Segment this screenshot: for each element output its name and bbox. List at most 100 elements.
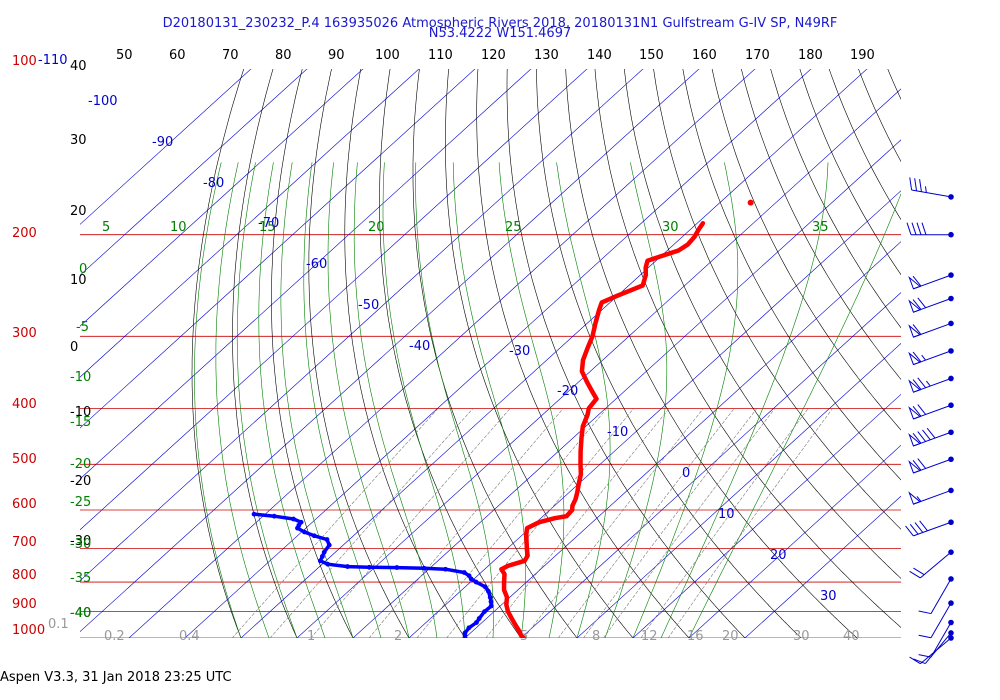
dry-adiabat-line — [344, 69, 466, 638]
wind-barb-full — [917, 404, 927, 415]
wind-barb-pennant — [908, 460, 921, 474]
wind-barb-pennant — [908, 275, 921, 290]
dry-adiabat-line — [308, 69, 410, 638]
wind-barb — [908, 456, 954, 474]
moist-adiabat-line — [452, 162, 526, 638]
dry-adiabat-line — [624, 69, 901, 579]
wind-barb-full — [909, 177, 913, 191]
isotherm-tick-label: -110 — [38, 53, 68, 68]
dry-adiabat-line — [799, 69, 901, 276]
wind-barb — [909, 635, 954, 665]
mixing-ratio-tick-label: 20 — [722, 629, 739, 644]
dewpoint-point — [466, 573, 472, 579]
moist-adiabat-tick-label: 25 — [505, 220, 522, 235]
dry-adiabat-tick-label: 60 — [169, 48, 186, 63]
dewpoint-point — [474, 620, 479, 625]
moist-adiabat-tick-label: 15 — [259, 220, 276, 235]
dewpoint-point — [476, 616, 482, 621]
moist-adiabat-line — [353, 162, 438, 638]
isotherm-line — [80, 69, 700, 633]
dry-adiabat-line — [445, 69, 634, 638]
wind-barb-full — [909, 523, 919, 535]
wind-barb-pennant — [908, 491, 921, 505]
mixing-ratio-line — [557, 408, 735, 638]
dry-adiabat-line — [682, 69, 901, 481]
isotherm-tick-label: -20 — [557, 384, 578, 399]
wind-barb — [908, 487, 954, 505]
wind-barb-full — [922, 429, 931, 441]
moist-adiabat-line — [327, 162, 410, 638]
wind-barb-full — [912, 379, 922, 390]
wind-barb-station — [948, 635, 954, 641]
wind-barb-full — [912, 275, 922, 287]
left-axis-tick-label: -20 — [70, 474, 91, 489]
wind-barb-staff — [913, 521, 952, 537]
dewpoint-point — [251, 511, 257, 517]
wind-barb-full — [909, 570, 921, 579]
mixing-ratio-tick-label: 1 — [307, 629, 315, 644]
moist-adiabat-line — [382, 162, 466, 638]
isotherm-line — [744, 495, 901, 638]
wind-barb-pennant — [908, 299, 921, 313]
wind-barb-pennant — [908, 324, 921, 338]
moist-adiabat-tick-label: -5 — [76, 320, 89, 335]
moist-adiabat-tick-label: -30 — [70, 537, 91, 552]
dewpoint-point — [345, 564, 350, 569]
dewpoint-point — [461, 570, 467, 575]
dewpoint-point — [311, 533, 317, 539]
dewpoint-point — [324, 537, 330, 542]
mixing-ratio-line — [485, 408, 670, 638]
pressure-tick-label: 300 — [12, 326, 37, 341]
mixing-ratio-line — [583, 408, 758, 638]
wind-barb — [908, 427, 954, 447]
wind-barb-full — [917, 458, 927, 469]
moist-adiabat-line — [303, 162, 382, 638]
dewpoint-point — [298, 519, 304, 525]
mixing-ratio-line — [416, 408, 608, 638]
wind-barb-station — [948, 429, 954, 436]
wind-barb-station — [948, 549, 954, 555]
wind-barb — [905, 519, 954, 537]
dry-adiabat-line — [191, 69, 245, 638]
wind-barb-station — [948, 375, 954, 382]
left-axis-tick-label: -40 — [70, 606, 91, 621]
isotherm-line — [632, 393, 901, 638]
pressure-tick-label: 200 — [12, 226, 37, 241]
wind-barb-station — [948, 348, 954, 354]
wind-barb-half — [916, 496, 922, 502]
wind-barb-full — [912, 299, 922, 310]
mixing-ratio-tick-label: 2 — [394, 629, 402, 644]
wind-barb-full — [919, 520, 928, 532]
wind-barb-station — [948, 630, 954, 636]
isotherm-tick-label: -90 — [152, 135, 173, 150]
isotherm-line — [520, 292, 901, 638]
dry-adiabat-line — [594, 69, 901, 628]
wind-barb-full — [918, 634, 932, 639]
left-axis-tick-label: -10 — [70, 405, 91, 420]
dewpoint-point — [466, 625, 472, 631]
isotherm-tick-label: 20 — [770, 548, 787, 563]
mixing-ratio-line — [269, 408, 474, 638]
wind-barb-staff — [920, 551, 952, 579]
mixing-ratio-tick-label: 12 — [641, 629, 658, 644]
dewpoint-point — [485, 588, 491, 594]
dewpoint-point — [326, 542, 332, 548]
dry-adiabat-tick-label: 170 — [745, 48, 770, 63]
wind-barb-station — [948, 576, 954, 582]
moist-adiabat-tick-label: 30 — [662, 220, 679, 235]
pressure-tick-label: 800 — [12, 568, 37, 583]
mixing-ratio-line — [446, 408, 635, 638]
pressure-tick-label: 600 — [12, 497, 37, 512]
isotherm-line — [80, 69, 364, 327]
moist-adiabat-tick-label: -10 — [70, 370, 91, 385]
mixing-ratio-line — [640, 408, 809, 638]
wind-barb — [908, 375, 954, 393]
isotherm-tick-label: -10 — [607, 425, 628, 440]
wind-barb-staff — [911, 189, 952, 198]
wind-barb-column — [905, 177, 954, 665]
isotherm-line — [80, 69, 588, 531]
moist-adiabat-line — [194, 162, 242, 638]
temperature-trace — [499, 220, 706, 638]
wind-barb — [906, 222, 954, 238]
wind-barb-station — [948, 519, 954, 526]
